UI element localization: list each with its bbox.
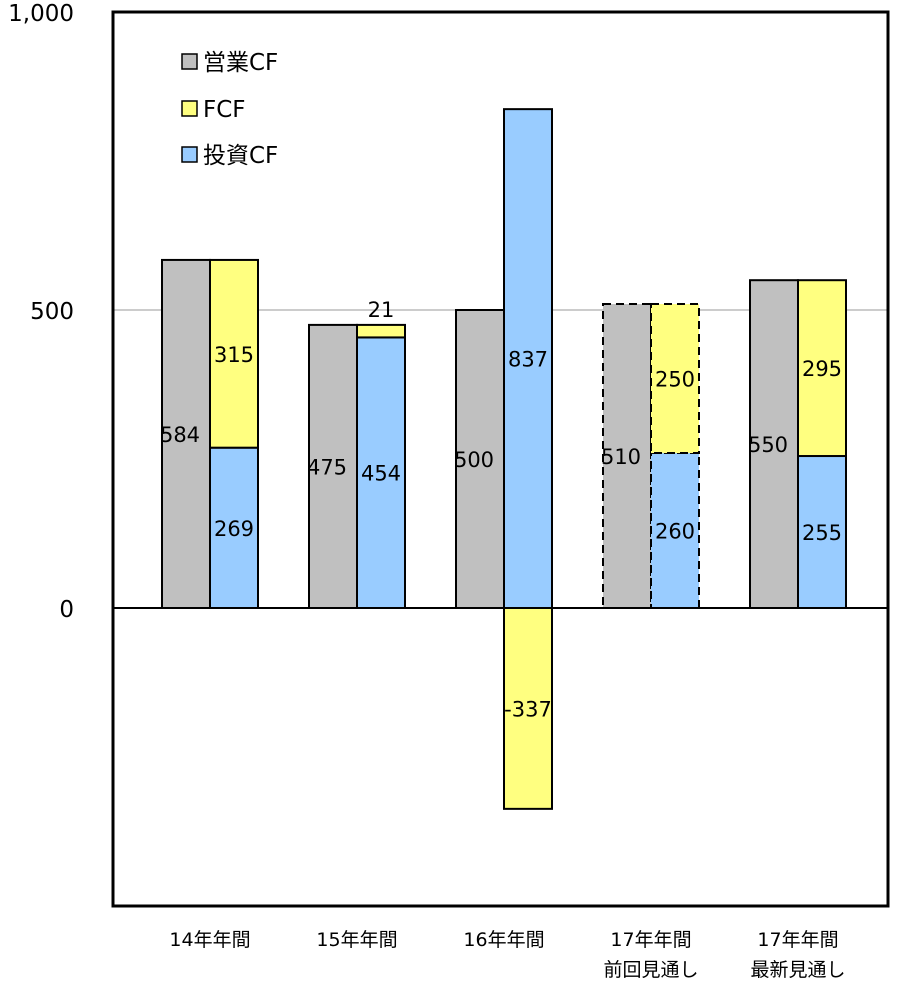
bar-investing-cf-1 <box>356 336 406 609</box>
bar-fcf-3 <box>650 303 700 455</box>
bar-fcf-2 <box>503 607 553 810</box>
legend-label-1: FCF <box>203 97 246 123</box>
category-label-2: 16年年間 <box>463 929 544 951</box>
data-label-operating-cf-1: 475 <box>307 455 347 479</box>
category-label-0: 14年年間 <box>169 929 250 951</box>
data-label-operating-cf-2: 500 <box>454 448 494 472</box>
y-axis: 1,000 500 0 <box>8 1 74 623</box>
data-label-operating-cf-0: 584 <box>160 423 200 447</box>
legend-label-2: 投資CF <box>203 143 278 169</box>
category-label-4-line2: 最新見通し <box>750 959 845 981</box>
data-label-fcf-0: 315 <box>214 343 254 367</box>
bar-operating-cf-4 <box>749 279 799 609</box>
data-label-fcf-3: 250 <box>655 368 695 392</box>
data-label-operating-cf-3: 510 <box>601 445 641 469</box>
legend-swatch-2 <box>181 146 198 163</box>
data-label-investing-cf-4: 255 <box>802 521 842 545</box>
category-label-1: 15年年間 <box>316 929 397 951</box>
bars <box>161 108 847 810</box>
category-label-3: 17年年間 <box>610 929 691 951</box>
data-label-fcf-1: 21 <box>368 298 395 322</box>
plot-border <box>111 10 890 908</box>
legend-swatch-0 <box>181 53 198 70</box>
category-label-4: 17年年間 <box>757 929 838 951</box>
bar-investing-cf-4 <box>797 455 847 609</box>
bar-fcf-1 <box>356 323 406 339</box>
legend-swatch-1 <box>181 100 198 117</box>
bar-investing-cf-2 <box>503 108 553 609</box>
data-label-investing-cf-1: 454 <box>361 462 401 486</box>
plot-frame <box>111 10 890 908</box>
data-labels: 584 269 315 475 454 21 500 837 -337 510 260 250 550 2… <box>160 298 842 722</box>
legend: 営業CF FCF 投資CF <box>181 50 278 169</box>
data-label-investing-cf-0: 269 <box>214 517 254 541</box>
data-label-investing-cf-3: 260 <box>655 520 695 544</box>
bar-operating-cf-2 <box>455 309 505 609</box>
data-label-fcf-2: -337 <box>504 697 552 721</box>
y-tick-label-1: 500 <box>30 299 74 325</box>
legend-label-0: 営業CF <box>203 50 278 76</box>
data-label-operating-cf-4: 550 <box>748 433 788 457</box>
category-label-3-line2: 前回見通し <box>603 959 698 981</box>
bar-investing-cf-0 <box>209 446 259 609</box>
data-label-fcf-4: 295 <box>802 357 842 381</box>
y-tick-label-0: 1,000 <box>8 1 74 27</box>
bar-fcf-0 <box>209 258 259 449</box>
data-label-investing-cf-2: 837 <box>508 348 548 372</box>
y-tick-label-2: 0 <box>59 597 74 623</box>
bar-fcf-4 <box>797 279 847 458</box>
